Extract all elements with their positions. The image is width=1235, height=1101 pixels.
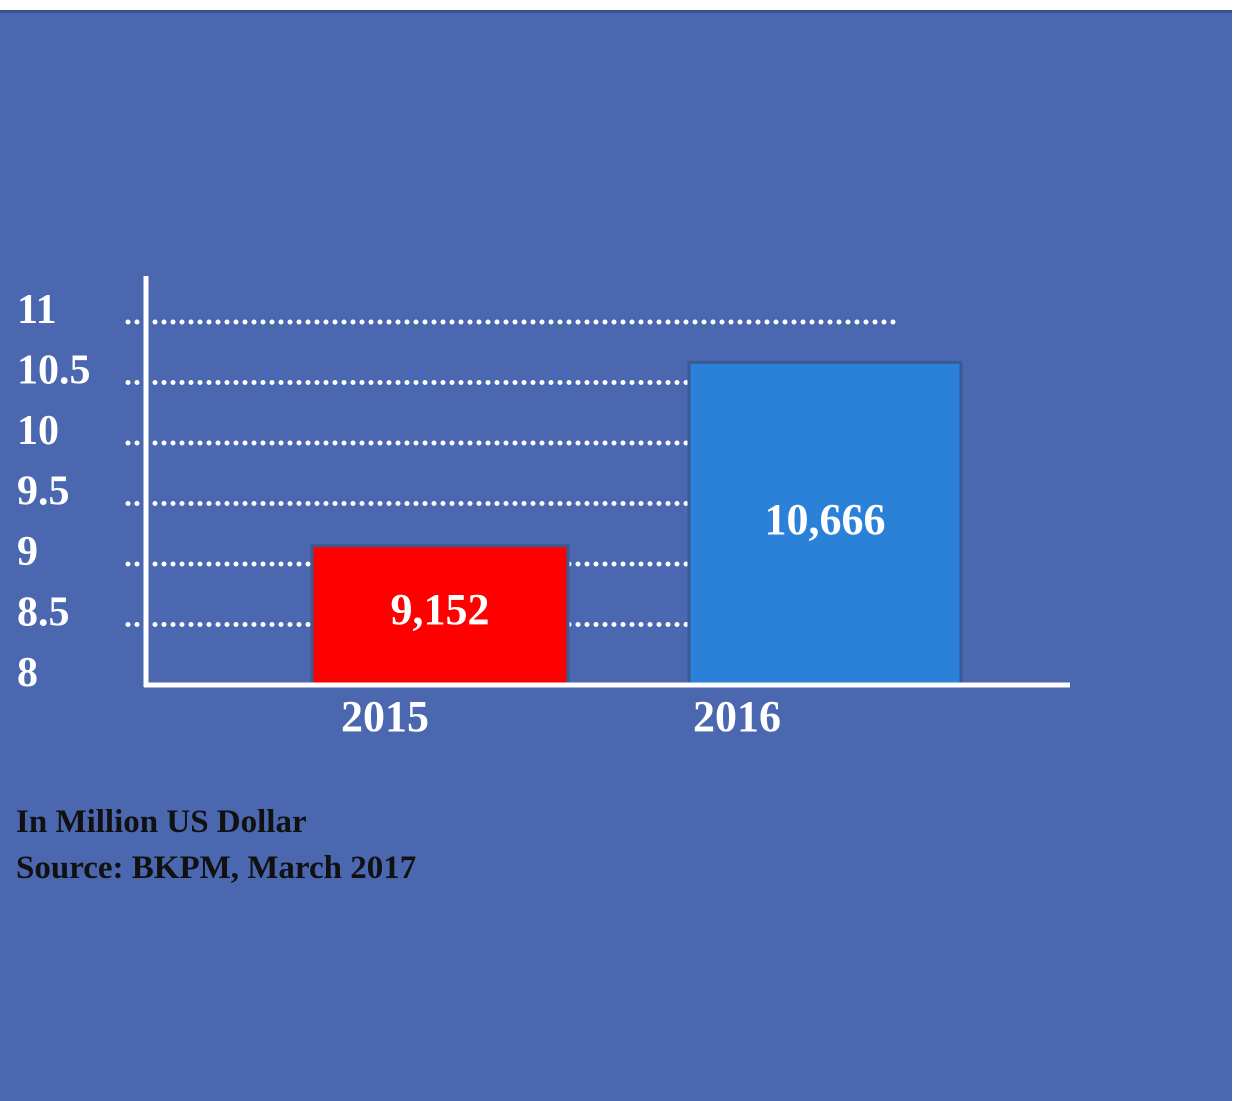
data-label-2015: 9,152 <box>391 585 490 634</box>
y-tick-label-9: 9 <box>17 529 38 575</box>
unit-note: In Million US Dollar <box>16 804 307 840</box>
source-note: Source: BKPM, March 2017 <box>16 850 417 886</box>
y-tick-label-9-5: 9.5 <box>17 469 70 515</box>
x-tick-label-2015: 2015 <box>341 692 429 741</box>
y-tick-label-8-5: 8.5 <box>17 590 70 636</box>
x-tick-label-2016: 2016 <box>693 692 781 741</box>
y-tick-label-11: 11 <box>17 287 57 333</box>
slide-background <box>0 10 1232 1101</box>
y-tick-label-10-5: 10.5 <box>17 348 91 394</box>
y-tick-label-8: 8 <box>17 650 38 696</box>
data-label-2016: 10,666 <box>765 495 886 544</box>
bar-2015 <box>310 544 570 687</box>
y-tick-label-10: 10 <box>17 408 59 454</box>
